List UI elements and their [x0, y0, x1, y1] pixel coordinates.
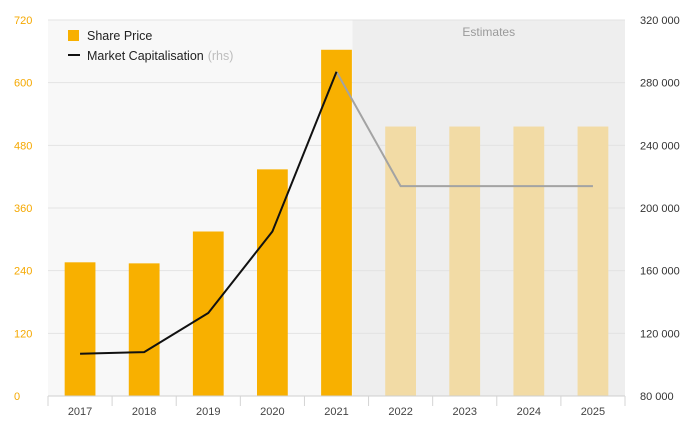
y-left-tick-label: 600	[14, 78, 32, 90]
legend-rhs-note: (rhs)	[208, 49, 234, 63]
y-left-tick-label: 480	[14, 140, 32, 152]
y-right-tick-label: 80 000	[640, 391, 674, 403]
x-tick-label: 2024	[517, 406, 541, 418]
market-cap-line	[80, 71, 593, 355]
share-price-bars	[64, 49, 609, 397]
share-price-bar-estimate	[449, 126, 481, 397]
share-price-bar-estimate	[577, 126, 609, 397]
share-price-bar	[321, 49, 352, 397]
y-right-tick-label: 240 000	[640, 140, 680, 152]
market-cap-line-estimate	[335, 71, 593, 188]
x-tick-label: 2025	[581, 406, 605, 418]
y-right-tick-label: 280 000	[640, 78, 680, 90]
x-tick-label: 2017	[68, 406, 92, 418]
x-tick-label: 2020	[260, 406, 284, 418]
share-price-bar	[128, 263, 160, 396]
share-price-bar	[64, 262, 96, 396]
x-tick-label: 2022	[388, 406, 412, 418]
y-right-tick-label: 120 000	[640, 328, 680, 340]
x-tick-label: 2021	[324, 406, 348, 418]
legend: Share Price Market Capitalisation (rhs)	[68, 29, 233, 63]
share-price-bar-estimate	[513, 126, 545, 397]
y-left-tick-label: 720	[14, 15, 32, 27]
legend-label-market-cap: Market Capitalisation (rhs)	[87, 49, 233, 63]
legend-label-share-price: Share Price	[87, 29, 152, 43]
y-left-tick-label: 240	[14, 266, 32, 278]
x-tick-label: 2018	[132, 406, 156, 418]
x-tick-label: 2019	[196, 406, 220, 418]
legend-swatch-share-price	[68, 30, 79, 41]
y-left-tick-label: 120	[14, 328, 32, 340]
y-right-tick-label: 160 000	[640, 266, 680, 278]
x-tick-label: 2023	[452, 406, 476, 418]
estimates-label: Estimates	[462, 25, 515, 39]
share-price-bar-estimate	[385, 126, 416, 397]
axes: 0 120 240 360 480 600 720 80 000 120 000 160 000 2…	[14, 15, 680, 418]
market-cap-line-actual	[80, 71, 338, 355]
y-right-tick-label: 320 000	[640, 15, 680, 27]
y-left-tick-label: 360	[14, 203, 32, 215]
y-right-tick-label: 200 000	[640, 203, 680, 215]
y-left-tick-label: 0	[14, 391, 20, 403]
legend-market-cap-name: Market Capitalisation	[87, 49, 204, 63]
